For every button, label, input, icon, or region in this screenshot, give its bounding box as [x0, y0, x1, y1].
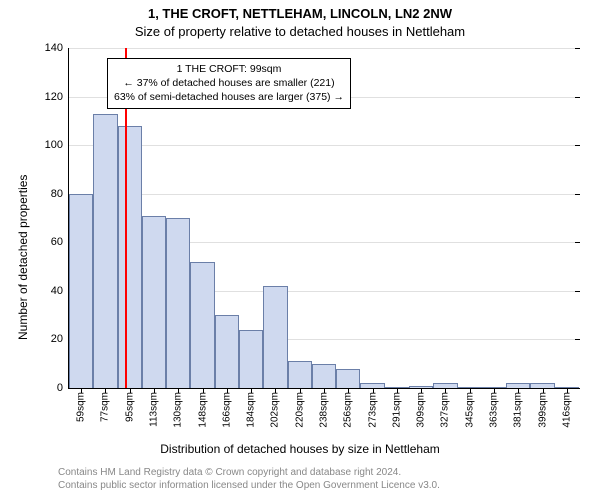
- x-tick-label: 345sqm: [464, 388, 475, 428]
- histogram-bar: [336, 369, 360, 388]
- histogram-bar: [312, 364, 336, 388]
- x-tick-mark: [397, 388, 398, 393]
- y-tick-label: 120: [45, 91, 69, 103]
- annotation-line1: 1 THE CROFT: 99sqm: [114, 62, 344, 76]
- x-tick-label: 184sqm: [246, 388, 257, 428]
- x-tick-label: 416sqm: [561, 388, 572, 428]
- x-tick-mark: [178, 388, 179, 393]
- y-tick-mark: [575, 48, 580, 49]
- y-tick-label: 100: [45, 139, 69, 151]
- chart-subtitle: Size of property relative to detached ho…: [0, 24, 600, 39]
- x-tick-mark: [130, 388, 131, 393]
- y-tick-label: 80: [51, 188, 69, 200]
- x-tick-label: 273sqm: [367, 388, 378, 428]
- x-tick-label: 238sqm: [319, 388, 330, 428]
- x-tick-label: 130sqm: [173, 388, 184, 428]
- x-tick-label: 202sqm: [270, 388, 281, 428]
- x-tick-mark: [421, 388, 422, 393]
- y-tick-mark: [575, 97, 580, 98]
- y-axis-label: Number of detached properties: [16, 175, 30, 340]
- x-tick-label: 381sqm: [513, 388, 524, 428]
- histogram-bar: [263, 286, 287, 388]
- gridline: [69, 145, 579, 146]
- y-tick-mark: [575, 242, 580, 243]
- histogram-bar: [69, 194, 93, 388]
- x-tick-mark: [445, 388, 446, 393]
- y-tick-label: 140: [45, 42, 69, 54]
- histogram-bar: [118, 126, 142, 388]
- x-tick-label: 113sqm: [149, 388, 160, 427]
- x-tick-mark: [348, 388, 349, 393]
- histogram-bar: [288, 361, 312, 388]
- x-tick-label: 363sqm: [489, 388, 500, 428]
- x-tick-mark: [518, 388, 519, 393]
- y-tick-label: 60: [51, 236, 69, 248]
- x-tick-mark: [81, 388, 82, 393]
- x-tick-label: 256sqm: [343, 388, 354, 428]
- x-tick-label: 166sqm: [221, 388, 232, 428]
- x-tick-mark: [203, 388, 204, 393]
- x-tick-label: 327sqm: [440, 388, 451, 428]
- histogram-bar: [142, 216, 166, 388]
- footer-line1: Contains HM Land Registry data © Crown c…: [58, 466, 440, 479]
- histogram-bar: [190, 262, 214, 388]
- x-tick-label: 291sqm: [391, 388, 402, 428]
- chart-plot-area: 02040608010012014059sqm77sqm95sqm113sqm1…: [68, 48, 579, 389]
- histogram-bar: [239, 330, 263, 388]
- y-tick-mark: [575, 291, 580, 292]
- x-tick-mark: [543, 388, 544, 393]
- x-tick-mark: [275, 388, 276, 393]
- y-tick-mark: [575, 194, 580, 195]
- x-tick-mark: [494, 388, 495, 393]
- x-tick-mark: [470, 388, 471, 393]
- x-tick-mark: [324, 388, 325, 393]
- y-tick-label: 0: [57, 382, 69, 394]
- annotation-line2: ← 37% of detached houses are smaller (22…: [114, 76, 344, 90]
- gridline: [69, 48, 579, 49]
- footer-line2: Contains public sector information licen…: [58, 479, 440, 492]
- x-tick-label: 77sqm: [100, 388, 111, 422]
- histogram-bar: [215, 315, 239, 388]
- x-tick-label: 309sqm: [416, 388, 427, 428]
- x-tick-label: 59sqm: [76, 388, 87, 422]
- x-tick-mark: [567, 388, 568, 393]
- y-tick-label: 20: [51, 333, 69, 345]
- y-tick-mark: [575, 145, 580, 146]
- histogram-bar: [166, 218, 190, 388]
- x-tick-mark: [154, 388, 155, 393]
- x-tick-mark: [300, 388, 301, 393]
- x-tick-label: 399sqm: [537, 388, 548, 428]
- x-tick-label: 148sqm: [197, 388, 208, 428]
- x-tick-label: 220sqm: [294, 388, 305, 428]
- x-tick-label: 95sqm: [124, 388, 135, 422]
- footer-copyright: Contains HM Land Registry data © Crown c…: [58, 466, 440, 492]
- gridline: [69, 194, 579, 195]
- annotation-line3: 63% of semi-detached houses are larger (…: [114, 90, 344, 104]
- x-tick-mark: [373, 388, 374, 393]
- x-tick-mark: [105, 388, 106, 393]
- chart-title-address: 1, THE CROFT, NETTLEHAM, LINCOLN, LN2 2N…: [0, 6, 600, 21]
- annotation-box: 1 THE CROFT: 99sqm← 37% of detached hous…: [107, 58, 351, 109]
- histogram-bar: [93, 114, 117, 388]
- y-tick-mark: [575, 339, 580, 340]
- x-axis-label: Distribution of detached houses by size …: [0, 442, 600, 456]
- x-tick-mark: [227, 388, 228, 393]
- y-tick-mark: [575, 388, 580, 389]
- x-tick-mark: [251, 388, 252, 393]
- y-tick-label: 40: [51, 285, 69, 297]
